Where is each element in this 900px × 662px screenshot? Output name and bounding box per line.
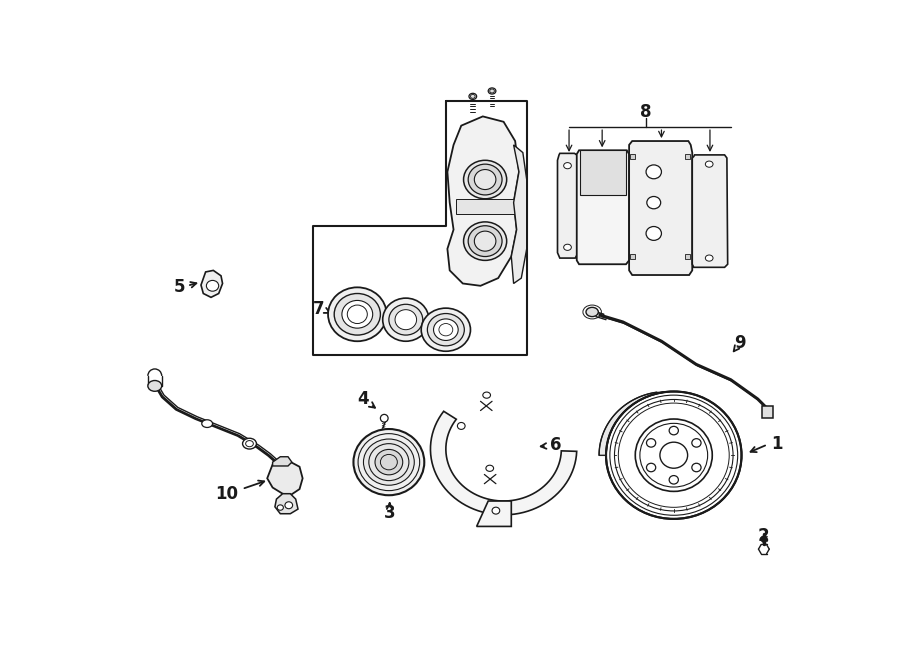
Ellipse shape [492,507,500,514]
Ellipse shape [206,281,219,291]
Ellipse shape [647,197,661,209]
Ellipse shape [692,439,701,447]
Ellipse shape [706,161,713,167]
Ellipse shape [464,160,507,199]
Polygon shape [274,494,298,514]
Text: 9: 9 [734,334,746,352]
Polygon shape [447,117,519,286]
Ellipse shape [395,310,417,330]
Ellipse shape [488,88,496,94]
Text: 6: 6 [550,436,562,454]
Ellipse shape [464,222,507,260]
Polygon shape [456,199,515,214]
Ellipse shape [615,399,734,511]
Polygon shape [685,154,690,159]
Ellipse shape [586,307,598,316]
Text: 7: 7 [313,300,325,318]
Ellipse shape [277,505,284,510]
Text: 1: 1 [771,435,783,453]
Text: 8: 8 [640,103,652,120]
Ellipse shape [692,463,701,472]
Ellipse shape [606,391,742,519]
Ellipse shape [428,314,464,346]
Ellipse shape [364,439,414,485]
Polygon shape [599,393,663,455]
Ellipse shape [434,319,458,340]
Ellipse shape [706,255,713,261]
Ellipse shape [468,226,502,257]
Text: 10: 10 [215,485,238,502]
Ellipse shape [342,301,373,328]
Ellipse shape [669,426,679,435]
Polygon shape [580,150,626,195]
Ellipse shape [563,244,572,250]
Ellipse shape [563,163,572,169]
Ellipse shape [635,419,712,491]
Polygon shape [685,254,690,259]
Ellipse shape [285,502,292,508]
Ellipse shape [148,381,162,391]
Ellipse shape [646,226,662,240]
Polygon shape [430,411,577,515]
Text: 3: 3 [383,504,395,522]
Polygon shape [557,154,579,258]
Ellipse shape [669,475,679,484]
Polygon shape [630,254,634,259]
Polygon shape [511,145,526,283]
Ellipse shape [243,438,256,449]
Ellipse shape [354,429,424,495]
Ellipse shape [389,305,423,335]
Ellipse shape [469,93,477,99]
Ellipse shape [421,308,471,352]
Bar [762,406,773,418]
Ellipse shape [334,293,381,335]
Polygon shape [477,501,511,526]
Ellipse shape [375,449,402,475]
Polygon shape [273,457,292,466]
Ellipse shape [468,164,502,195]
Ellipse shape [381,414,388,422]
Ellipse shape [328,287,387,341]
Ellipse shape [457,422,465,430]
Text: 2: 2 [758,527,770,545]
Polygon shape [201,270,222,297]
Ellipse shape [486,465,493,471]
Ellipse shape [660,442,688,468]
Ellipse shape [482,392,491,399]
Ellipse shape [646,439,656,447]
Ellipse shape [202,420,212,428]
Text: 4: 4 [357,390,368,408]
Polygon shape [630,154,634,159]
Polygon shape [267,461,302,495]
Text: 5: 5 [174,278,185,297]
Polygon shape [692,155,728,267]
Ellipse shape [474,231,496,251]
Polygon shape [629,141,692,275]
Ellipse shape [646,463,656,472]
Ellipse shape [474,169,496,189]
Ellipse shape [382,298,429,341]
Polygon shape [577,150,629,264]
Ellipse shape [646,165,662,179]
